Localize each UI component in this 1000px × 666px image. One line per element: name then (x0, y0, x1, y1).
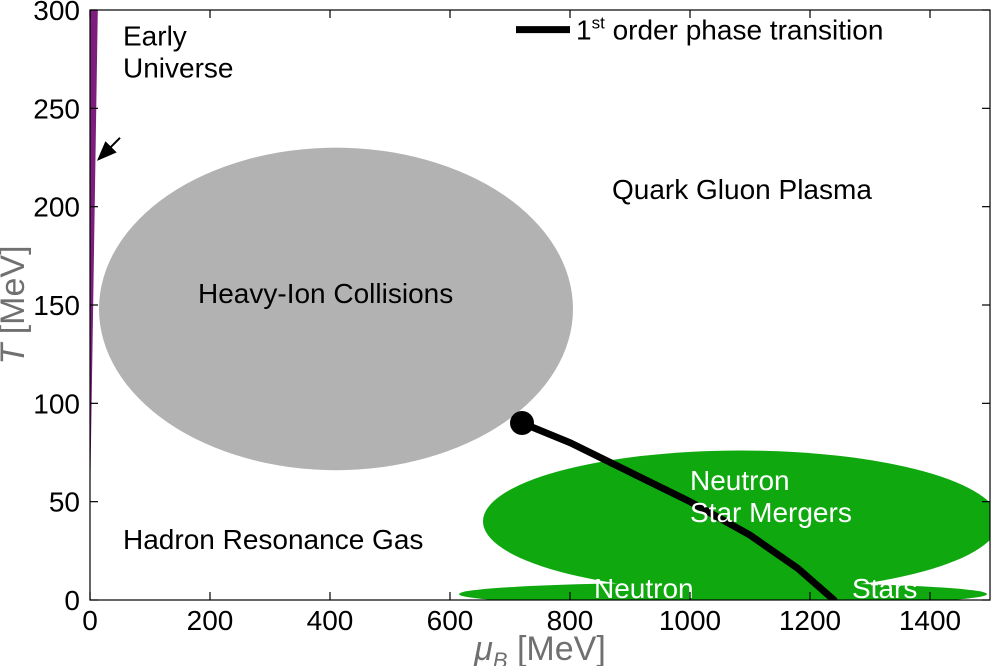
hadron-resonance-gas-label: Hadron Resonance Gas (123, 524, 423, 555)
y-tick-label: 300 (33, 0, 80, 26)
x-tick-label: 0 (82, 605, 98, 636)
x-tick-label: 1000 (659, 605, 721, 636)
y-tick-label: 250 (33, 93, 80, 124)
y-tick-label: 200 (33, 192, 80, 223)
heavy-ion-label: Heavy-Ion Collisions (198, 278, 453, 309)
early-universe-label-1: Early (123, 20, 187, 51)
nsm-label-1: Neutron (690, 465, 790, 496)
x-tick-label: 600 (427, 605, 474, 636)
early-universe-label-2: Universe (123, 52, 233, 83)
early-universe-region (90, 10, 98, 506)
x-tick-label: 1200 (779, 605, 841, 636)
y-tick-label: 150 (33, 290, 80, 321)
phase-diagram-chart: EarlyUniverse Heavy-Ion Collisions Quark G… (0, 0, 1000, 666)
y-tick-label: 50 (49, 487, 80, 518)
chart-svg: EarlyUniverse Heavy-Ion Collisions Quark G… (0, 0, 1000, 666)
nsm-label-2: Star Mergers (690, 497, 852, 528)
y-tick-label: 100 (33, 388, 80, 419)
legend-text: 1st order phase transition (576, 14, 883, 46)
early-universe-arrow (98, 138, 120, 160)
y-axis-label: T [MeV] (0, 245, 32, 364)
x-tick-label: 1400 (899, 605, 961, 636)
x-tick-label: 400 (307, 605, 354, 636)
x-tick-label: 200 (187, 605, 234, 636)
critical-endpoint (510, 411, 534, 435)
x-axis-label: μB [MeV] (473, 630, 606, 666)
y-tick-label: 0 (64, 585, 80, 616)
quark-gluon-plasma-label: Quark Gluon Plasma (612, 174, 872, 205)
